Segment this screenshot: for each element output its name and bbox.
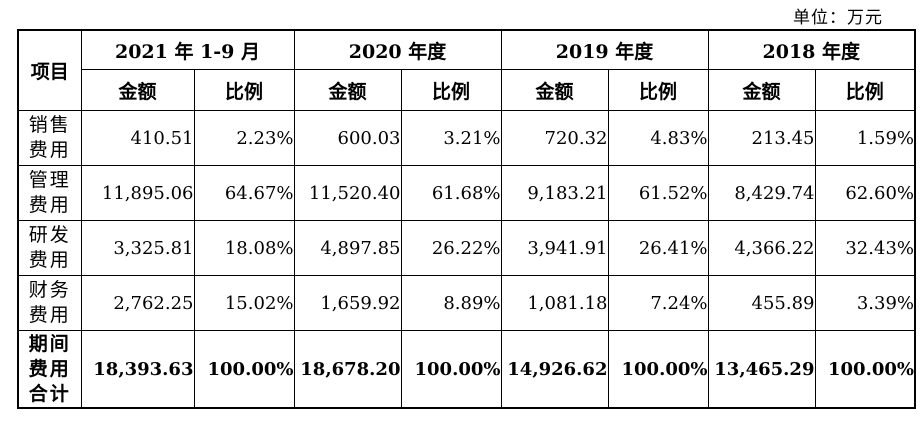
amount-cell: 4,897.85 — [293, 220, 402, 276]
ratio-cell: 100.00% — [814, 330, 916, 409]
ratio-header: 比例 — [400, 69, 502, 111]
ratio-cell: 26.22% — [400, 220, 502, 276]
ratio-header: 比例 — [814, 69, 916, 111]
table-row: 销售费用 410.51 2.23% 600.03 3.21% 720.32 4.… — [17, 110, 916, 166]
unit-label: 单位：万元 — [793, 8, 883, 28]
amount-cell: 2,762.25 — [80, 275, 195, 331]
item-header: 项目 — [17, 29, 82, 111]
ratio-cell: 4.83% — [607, 110, 709, 166]
amount-header: 金额 — [293, 69, 402, 111]
ratio-cell: 3.21% — [400, 110, 502, 166]
ratio-header: 比例 — [193, 69, 295, 111]
amount-cell: 600.03 — [293, 110, 402, 166]
amount-cell: 455.89 — [707, 275, 816, 331]
ratio-cell: 2.23% — [193, 110, 295, 166]
ratio-cell: 18.08% — [193, 220, 295, 276]
ratio-cell: 32.43% — [814, 220, 916, 276]
amount-cell: 4,366.22 — [707, 220, 816, 276]
amount-cell: 13,465.29 — [707, 330, 816, 409]
row-label: 财务费用 — [17, 275, 82, 331]
period-header: 2020 年度 — [293, 29, 502, 70]
period-header: 2018 年度 — [707, 29, 916, 70]
amount-cell: 18,393.63 — [80, 330, 195, 409]
ratio-cell: 1.59% — [814, 110, 916, 166]
ratio-cell: 26.41% — [607, 220, 709, 276]
amount-header: 金额 — [80, 69, 195, 111]
ratio-cell: 15.02% — [193, 275, 295, 331]
amount-cell: 3,941.91 — [500, 220, 609, 276]
ratio-cell: 61.68% — [400, 165, 502, 221]
amount-cell: 9,183.21 — [500, 165, 609, 221]
amount-cell: 213.45 — [707, 110, 816, 166]
amount-cell: 8,429.74 — [707, 165, 816, 221]
header-row-periods: 项目 2021 年 1-9 月 2020 年度 2019 年度 2018 年度 — [17, 29, 916, 111]
ratio-cell: 100.00% — [193, 330, 295, 409]
amount-cell: 11,520.40 — [293, 165, 402, 221]
row-label: 管理费用 — [17, 165, 82, 221]
ratio-header: 比例 — [607, 69, 709, 111]
row-label: 研发费用 — [17, 220, 82, 276]
ratio-cell: 7.24% — [607, 275, 709, 331]
amount-cell: 410.51 — [80, 110, 195, 166]
amount-cell: 1,659.92 — [293, 275, 402, 331]
total-row: 期间费用合计 18,393.63 100.00% 18,678.20 100.0… — [17, 330, 916, 409]
ratio-cell: 100.00% — [400, 330, 502, 409]
amount-header: 金额 — [500, 69, 609, 111]
header-row-subheaders: 金额 比例 金额 比例 金额 比例 金额 比例 — [18, 69, 916, 111]
table-row: 研发费用 3,325.81 18.08% 4,897.85 26.22% 3,9… — [17, 220, 916, 276]
ratio-cell: 100.00% — [607, 330, 709, 409]
period-header: 2021 年 1-9 月 — [80, 29, 295, 70]
ratio-cell: 64.67% — [193, 165, 295, 221]
ratio-cell: 62.60% — [814, 165, 916, 221]
amount-cell: 3,325.81 — [80, 220, 195, 276]
ratio-cell: 61.52% — [607, 165, 709, 221]
amount-cell: 14,926.62 — [500, 330, 609, 409]
expense-table: 项目 2021 年 1-9 月 2020 年度 2019 年度 2018 年度 … — [17, 29, 916, 409]
amount-cell: 720.32 — [500, 110, 609, 166]
row-label: 销售费用 — [17, 110, 82, 166]
period-header: 2019 年度 — [500, 29, 709, 70]
table-row: 财务费用 2,762.25 15.02% 1,659.92 8.89% 1,08… — [17, 275, 916, 331]
amount-cell: 1,081.18 — [500, 275, 609, 331]
ratio-cell: 3.39% — [814, 275, 916, 331]
amount-cell: 11,895.06 — [80, 165, 195, 221]
amount-cell: 18,678.20 — [293, 330, 402, 409]
amount-header: 金额 — [707, 69, 816, 111]
ratio-cell: 8.89% — [400, 275, 502, 331]
total-label: 期间费用合计 — [17, 330, 82, 409]
table-row: 管理费用 11,895.06 64.67% 11,520.40 61.68% 9… — [17, 165, 916, 221]
